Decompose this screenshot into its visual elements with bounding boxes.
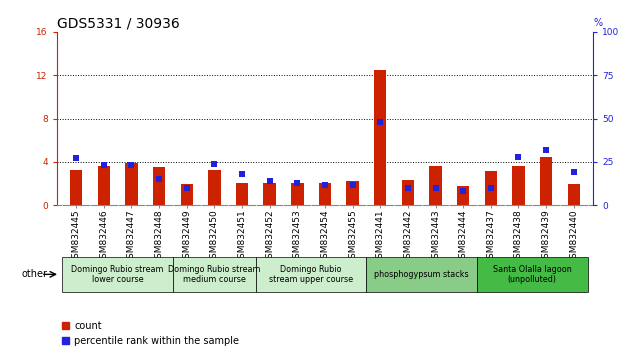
Bar (291, 183, 304, 205)
Bar (402, 181, 414, 205)
Bar (208, 170, 221, 205)
Point (209, 161, 220, 166)
Text: GDS5331 / 30936: GDS5331 / 30936 (57, 17, 180, 31)
Bar (98, 166, 110, 205)
Text: Domingo Rubio stream
lower course: Domingo Rubio stream lower course (71, 265, 164, 284)
Point (154, 176, 164, 182)
Bar (367, 257, 477, 292)
Bar (173, 257, 256, 292)
Point (237, 171, 247, 177)
Point (375, 119, 386, 125)
Point (71, 156, 81, 161)
Bar (346, 182, 359, 205)
Point (541, 147, 551, 153)
Point (264, 178, 274, 184)
Point (514, 154, 524, 160)
Point (126, 162, 136, 168)
Bar (567, 184, 580, 205)
Point (182, 185, 192, 191)
Text: %: % (593, 18, 602, 28)
Text: other: other (21, 269, 47, 279)
Text: Santa Olalla lagoon
(unpolluted): Santa Olalla lagoon (unpolluted) (493, 265, 572, 284)
Bar (319, 183, 331, 205)
Point (320, 182, 330, 187)
Bar (512, 166, 525, 205)
Bar (236, 183, 248, 205)
Bar (457, 186, 469, 205)
Bar (477, 257, 587, 292)
Bar (153, 167, 165, 205)
Bar (62, 257, 173, 292)
Point (98, 162, 109, 168)
Point (292, 180, 302, 185)
Bar (374, 70, 386, 205)
Bar (180, 184, 193, 205)
Point (486, 185, 496, 191)
Point (569, 170, 579, 175)
Bar (429, 166, 442, 205)
Bar (256, 257, 367, 292)
Bar (264, 183, 276, 205)
Point (348, 182, 358, 187)
Point (430, 185, 440, 191)
Text: Domingo Rubio stream
medium course: Domingo Rubio stream medium course (168, 265, 261, 284)
Point (458, 189, 468, 194)
Text: Domingo Rubio
stream upper course: Domingo Rubio stream upper course (269, 265, 353, 284)
Point (403, 185, 413, 191)
Text: phosphogypsum stacks: phosphogypsum stacks (374, 270, 469, 279)
Legend: count, percentile rank within the sample: count, percentile rank within the sample (62, 321, 239, 346)
Bar (485, 171, 497, 205)
Bar (70, 170, 83, 205)
Bar (125, 163, 138, 205)
Bar (540, 156, 552, 205)
